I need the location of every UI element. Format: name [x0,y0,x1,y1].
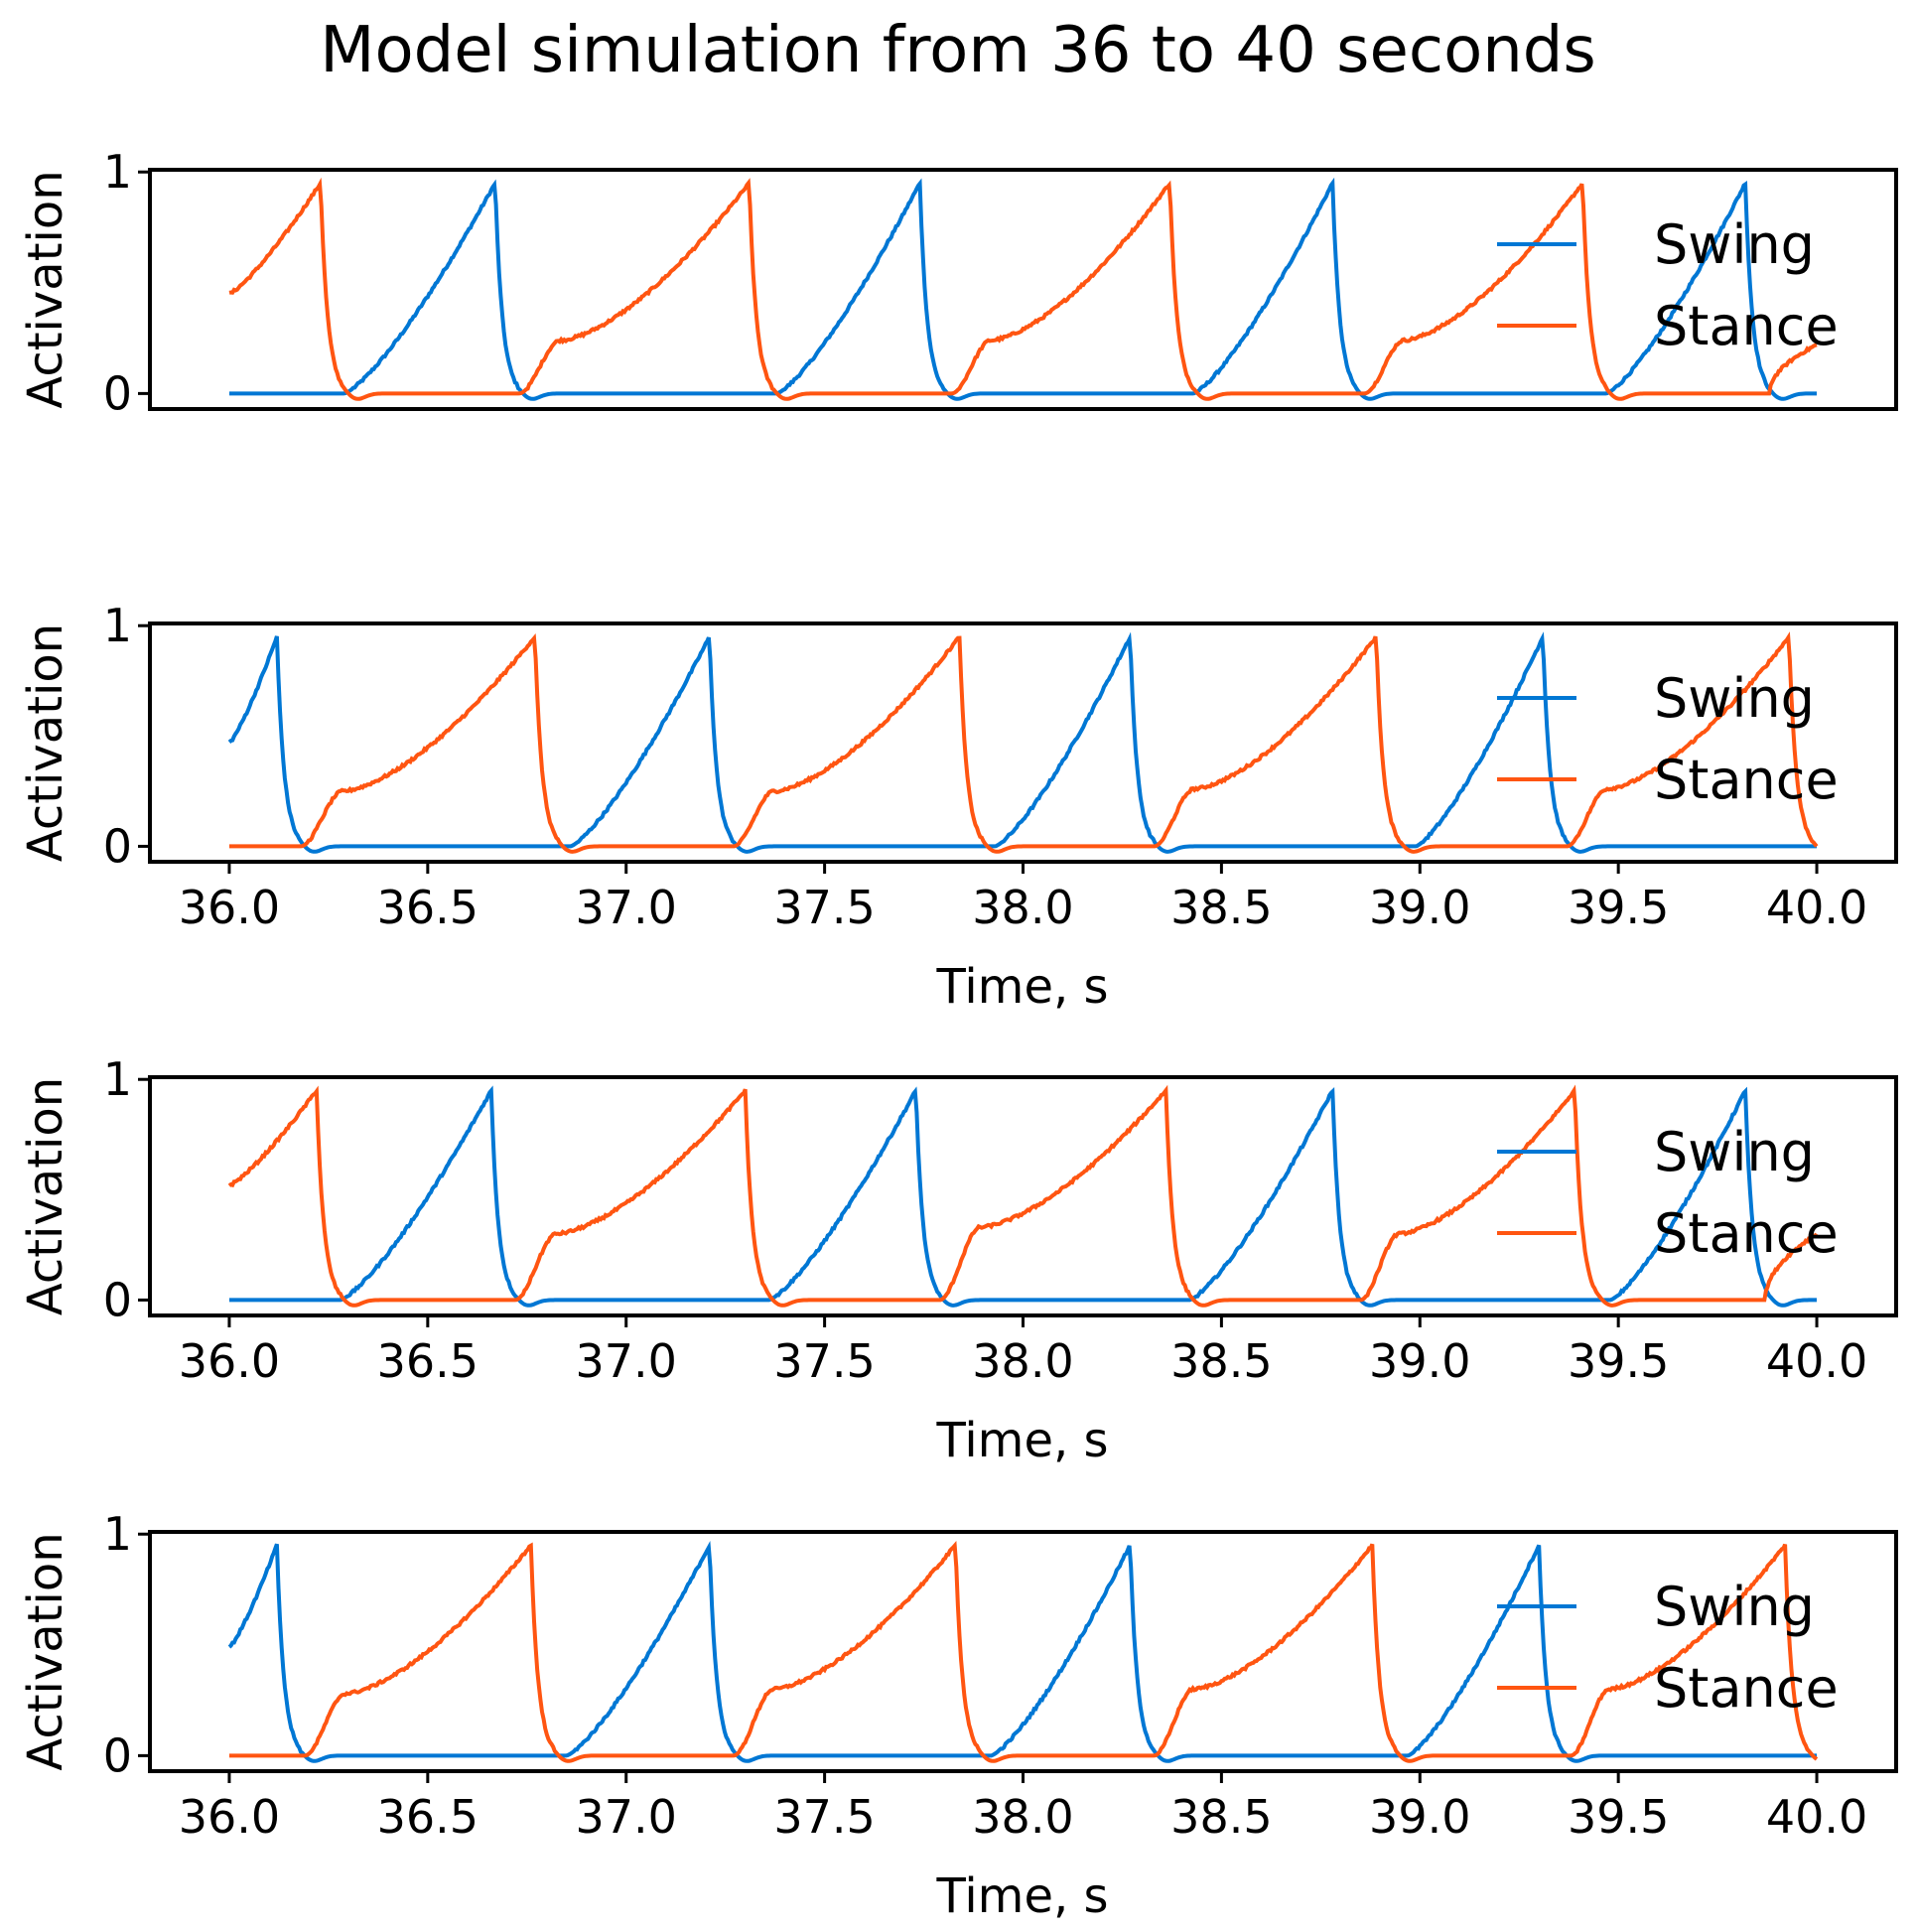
x-tick-label: 38.0 [972,1790,1073,1844]
x-tick-label: 36.5 [377,881,479,934]
x-tick-label: 38.5 [1170,1790,1272,1844]
y-tick-label: 0 [103,1728,132,1782]
legend-label-stance: Stance [1654,749,1839,811]
series-swing-line [229,1085,1817,1308]
legend-label-swing: Swing [1654,667,1815,730]
series-stance-line [229,1541,1819,1763]
series-stance-line [228,177,1818,401]
legend-label-stance: Stance [1654,295,1839,357]
x-tick-label: 39.0 [1369,881,1470,934]
legend-label-stance: Stance [1654,1657,1839,1720]
x-tick-label: 38.0 [972,1334,1073,1388]
y-tick-label: 0 [103,1273,132,1326]
x-tick-label: 37.5 [773,1334,875,1388]
x-tick-label: 37.5 [773,1790,875,1844]
series-swing-line [229,177,1817,401]
x-tick-label: 36.0 [179,1790,280,1844]
y-tick-label: 1 [103,599,132,652]
x-tick-label: 39.0 [1369,1334,1470,1388]
x-tick-label: 38.5 [1170,881,1272,934]
x-tick-label: 40.0 [1766,1334,1867,1388]
x-tick-label: 39.0 [1369,1790,1470,1844]
series-swing-line [227,1541,1817,1763]
legend: Swing Stance [1497,1576,1839,1720]
axes-frame [148,1530,1898,1773]
x-tick-label: 37.5 [773,881,875,934]
y-tick-label: 1 [103,145,132,199]
x-tick-label: 38.5 [1170,1334,1272,1388]
axes-frame [148,168,1898,411]
x-tick-label: 39.5 [1568,881,1669,934]
y-axis-label: Activation [18,623,73,862]
series-stance-line [229,631,1819,854]
y-axis-label: Activation [18,170,73,408]
y-axis-label: Activation [18,1532,73,1770]
series-stance-line [227,1084,1819,1308]
legend-label-swing: Swing [1654,1121,1815,1183]
x-tick-label: 37.0 [576,881,677,934]
x-tick-label: 39.5 [1568,1334,1669,1388]
x-tick-label: 36.5 [377,1790,479,1844]
legend-label-stance: Stance [1654,1202,1839,1265]
x-tick-label: 36.5 [377,1334,479,1388]
y-tick-label: 1 [103,1052,132,1106]
x-axis-label: Time, s [936,1413,1109,1468]
y-tick-label: 0 [103,366,132,420]
legend-label-swing: Swing [1654,213,1815,276]
x-tick-label: 40.0 [1766,881,1867,934]
y-axis-label: Activation [18,1077,73,1315]
subplot-2: 0 1 36.0 36.5 37.0 37.5 38.0 38.5 39.0 39.5 40.0 Ac… [18,599,1898,1015]
x-axis-label: Time, s [936,959,1109,1015]
x-tick-label: 36.0 [179,881,280,934]
x-axis-label: Time, s [936,1868,1109,1924]
legend: Swing Stance [1497,667,1839,811]
y-tick-label: 1 [103,1507,132,1561]
subplot-3: 0 1 36.0 36.5 37.0 37.5 38.0 38.5 39.0 39.5 40.0 Ac… [18,1052,1898,1468]
x-tick-label: 39.5 [1568,1790,1669,1844]
series-swing-line [227,631,1817,854]
legend: Swing Stance [1497,1121,1839,1265]
figure-title: Model simulation from 36 to 40 seconds [320,14,1596,87]
x-tick-label: 37.0 [576,1790,677,1844]
x-tick-label: 40.0 [1766,1790,1867,1844]
subplot-1: 0 1 Activation Swing Stance [18,145,1898,420]
x-tick-label: 37.0 [576,1334,677,1388]
legend: Swing Stance [1497,213,1839,357]
axes-frame [148,621,1898,864]
x-tick-label: 36.0 [179,1334,280,1388]
legend-label-swing: Swing [1654,1576,1815,1638]
y-tick-label: 0 [103,819,132,873]
x-tick-label: 38.0 [972,881,1073,934]
subplot-4: 0 1 36.0 36.5 37.0 37.5 38.0 38.5 39.0 39.5 40.0 Ac… [18,1507,1898,1924]
